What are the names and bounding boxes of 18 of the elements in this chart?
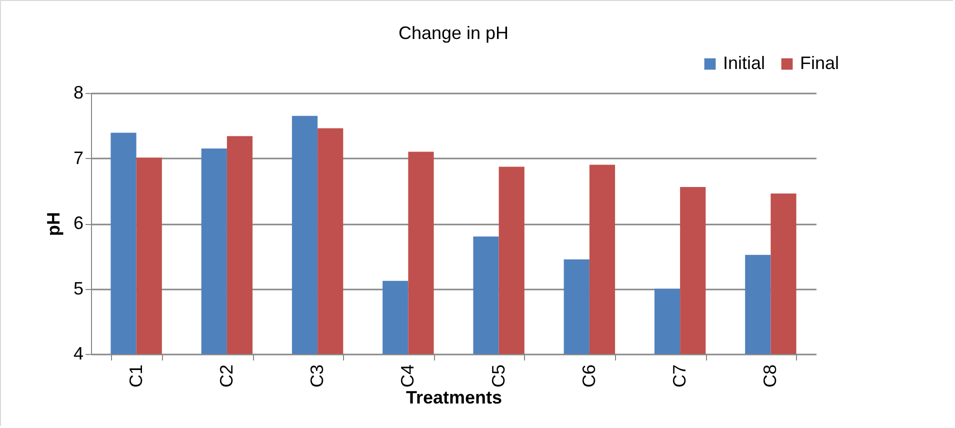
y-tick-label: 7 xyxy=(73,148,84,168)
y-tick-label: 8 xyxy=(73,82,84,102)
x-tick-label: C8 xyxy=(760,364,780,388)
legend-label: Initial xyxy=(723,53,766,73)
legend-label: Final xyxy=(800,53,840,73)
x-axis-title: Treatments xyxy=(406,388,502,408)
y-axis-title: pH xyxy=(43,212,64,236)
x-tick-label: C2 xyxy=(216,364,236,388)
chart-title: Change in pH xyxy=(398,23,509,43)
x-tick-label: C3 xyxy=(307,364,328,388)
x-tick-label: C5 xyxy=(488,364,508,388)
x-tick-label: C1 xyxy=(126,364,146,388)
x-tick-label: C4 xyxy=(398,364,418,388)
y-tick-label: 4 xyxy=(73,344,84,364)
x-tick-label: C6 xyxy=(578,364,599,388)
y-tick-label: 6 xyxy=(73,213,84,233)
x-tick-label: C7 xyxy=(670,364,690,388)
y-tick-label: 5 xyxy=(73,278,84,298)
